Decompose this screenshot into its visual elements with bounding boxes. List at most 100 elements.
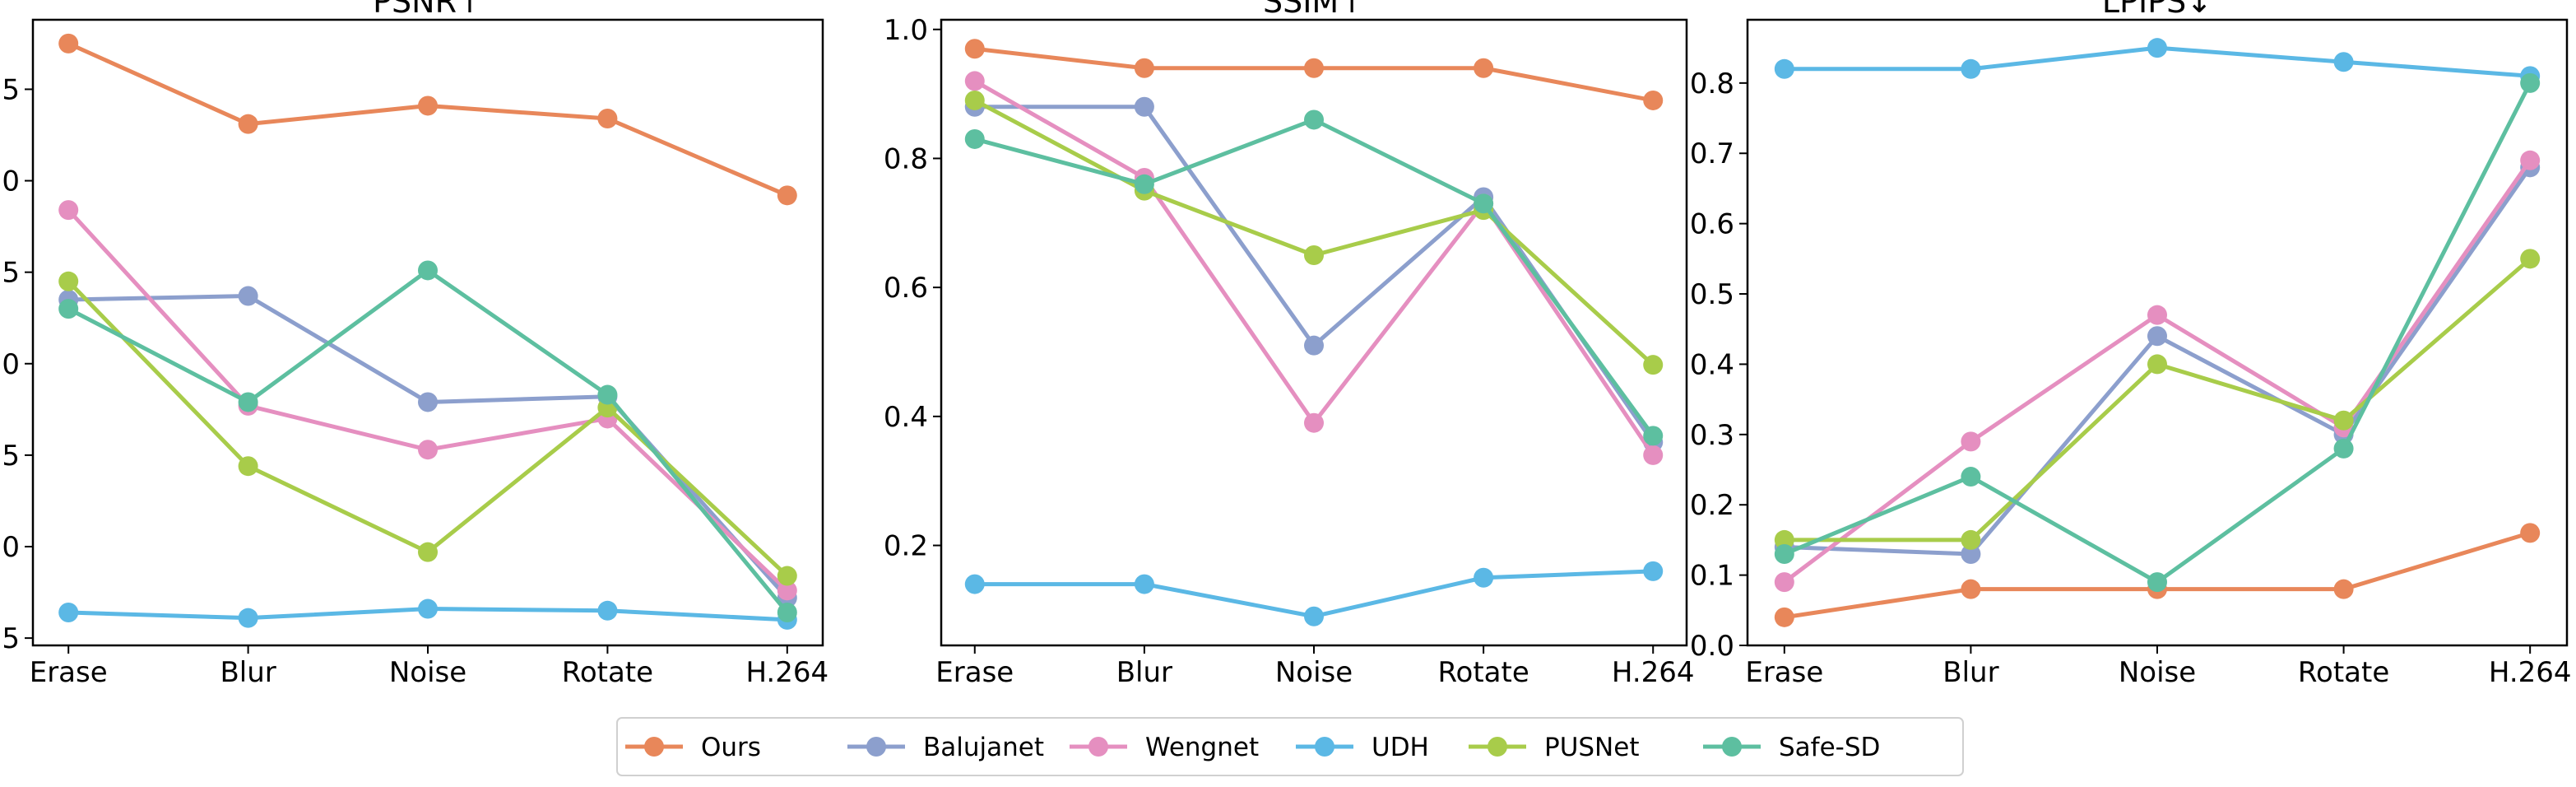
series-wengnet [1774,150,2541,593]
data-point-udh [1961,58,1981,79]
data-point-safe-sd [1134,174,1154,194]
y-tick-label: 0.5 [1690,278,1734,311]
y-tick-label: 0.4 [884,401,928,434]
data-point-pusnet [1774,529,1794,550]
y-tick-label: 0.4 [1690,348,1734,381]
data-point-udh [1304,606,1324,626]
data-point-balujanet [238,286,258,306]
data-point-wengnet [964,71,985,91]
legend-label: Balujanet [923,733,1044,762]
legend-entry-ours: Ours [625,733,761,762]
data-point-balujanet [1304,335,1324,356]
y-tick-label: 35 [0,73,20,106]
data-point-ours [2333,579,2354,599]
data-point-wengnet [777,580,797,601]
data-point-pusnet [1643,355,1664,375]
data-point-wengnet [1643,445,1664,465]
x-tick-label: Rotate [1437,656,1529,689]
data-point-balujanet [418,392,438,412]
x-tick-label: H.264 [2489,656,2572,689]
x-tick-label: Erase [30,656,108,689]
x-tick-label: Noise [389,656,466,689]
legend-label: PUSNet [1544,733,1639,762]
data-point-safe-sd [964,128,985,149]
data-point-safe-sd [1774,543,1794,564]
x-tick-label: Blur [1942,656,1998,689]
data-point-wengnet [2520,150,2541,170]
data-point-safe-sd [418,260,438,281]
y-tick-label: 0.3 [1690,419,1734,452]
data-point-udh [964,574,985,594]
series-pusnet [58,271,797,586]
data-point-pusnet [777,566,797,586]
data-point-balujanet [1134,96,1154,117]
series-pusnet [1774,249,2541,550]
data-point-pusnet [418,542,438,562]
data-point-ours [964,39,985,59]
y-tick-label: 30 [0,165,20,198]
data-point-pusnet [2520,249,2541,269]
data-point-safe-sd [2333,438,2354,459]
data-point-wengnet [418,440,438,460]
panel-title: LPIPS↓ [2102,0,2212,20]
data-point-ours [58,33,79,54]
data-point-safe-sd [1643,426,1664,446]
panel-lpips-chart: LPIPS↓ 0.0 0.1 0.2 0.3 0.4 0.5 0.6 0.7 0.8 Erase Bl… [1690,0,2572,689]
y-tick-label: 0.2 [884,530,928,563]
data-point-safe-sd [1474,193,1494,214]
data-point-pusnet [2333,410,2354,431]
data-point-udh [418,598,438,619]
x-tick-label: H.264 [745,656,828,689]
data-point-udh [1774,58,1794,79]
y-tick-label: 1.0 [884,14,928,47]
x-tick-label: Erase [935,656,1014,689]
data-point-ours [2520,523,2541,543]
x-tick-label: Noise [1275,656,1353,689]
panel-title: PSNR↑ [373,0,483,20]
data-point-ours [1474,58,1494,78]
series-wengnet [964,71,1664,465]
data-point-udh [58,603,79,622]
data-point-safe-sd [1304,109,1324,130]
data-point-safe-sd [238,392,258,412]
series-ours [964,39,1664,110]
legend-swatch-marker [1088,737,1108,757]
data-point-pusnet [1304,244,1324,265]
data-point-ours [1961,579,1981,599]
x-tick-label: H.264 [1612,656,1695,689]
data-point-wengnet [2147,305,2167,325]
series-line-safe-sd [974,117,1655,437]
plot-frame [940,18,1688,647]
series-ours [58,33,797,206]
data-point-safe-sd [58,299,79,319]
series-safe-sd [1774,72,2541,593]
data-point-safe-sd [1961,467,1981,487]
y-tick-label: 0.2 [1690,489,1734,522]
data-point-udh [2147,38,2167,58]
legend-swatch-marker [1488,737,1507,757]
x-tick-label: Blur [220,656,276,689]
data-point-pusnet [238,456,258,477]
data-point-pusnet [58,271,79,291]
series-udh [964,561,1664,626]
data-point-wengnet [1774,572,1794,593]
legend-entry-wengnet: Wengnet [1070,733,1259,762]
data-point-balujanet [1961,543,1981,564]
data-point-udh [238,608,258,628]
y-tick-label: 0.6 [884,272,928,305]
series-udh [58,598,797,630]
data-point-safe-sd [2520,72,2541,93]
legend-swatch-marker [644,737,664,757]
data-point-safe-sd [2147,572,2167,593]
data-point-wengnet [1961,431,1981,452]
data-point-ours [597,109,618,128]
legend-label: Wengnet [1145,733,1259,762]
y-tick-label: 0.0 [1690,630,1734,663]
panel-psnr-chart: PSNR↑ 5 10 15 20 25 30 35 Erase Blur Noise Rotate H.… [0,0,828,689]
y-tick-label: 25 [0,257,20,290]
data-point-ours [1643,90,1664,110]
legend-entry-balujanet: Balujanet [847,733,1044,762]
legend-box [616,717,1964,776]
data-point-pusnet [964,90,985,110]
